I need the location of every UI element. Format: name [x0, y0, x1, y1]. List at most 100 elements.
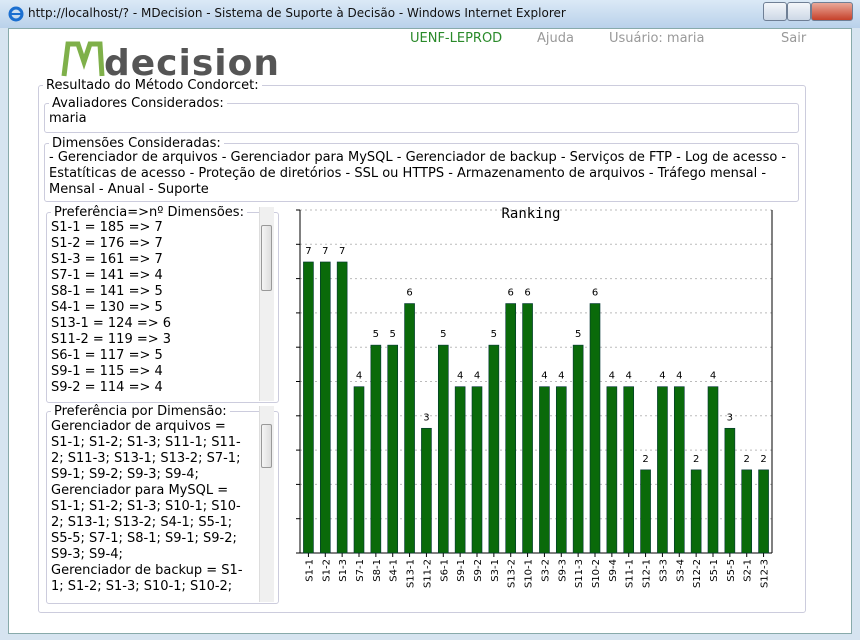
- bar: [353, 386, 365, 554]
- value-label: 2: [642, 454, 648, 465]
- value-label: 4: [676, 371, 682, 382]
- evaluators-fieldset: Avaliadores Considerados: maria: [44, 96, 799, 133]
- value-label: 4: [659, 371, 665, 382]
- value-label: 4: [457, 371, 463, 382]
- list-item: S1-1 = 185 => 7: [51, 220, 163, 235]
- list-item: S7-1 = 141 => 4: [51, 268, 163, 283]
- bar: [522, 303, 533, 554]
- x-tick-label: S3-4: [675, 559, 686, 582]
- x-tick-label: S9-3: [557, 559, 568, 582]
- evaluators-legend: Avaliadores Considerados:: [52, 96, 224, 111]
- list-item: S1-3 = 161 => 7: [51, 252, 163, 267]
- result-fieldset: Resultado do Método Condorcet:: [38, 78, 806, 613]
- value-label: 3: [423, 412, 429, 423]
- logo: decision: [61, 41, 280, 80]
- bar: [336, 261, 348, 554]
- list-item: S6-1 = 117 => 5: [51, 348, 163, 363]
- list-item: Gerenciador de arquivos = S1-1; S1-2; S1…: [51, 419, 241, 482]
- logo-text: decision: [104, 43, 280, 80]
- bar: [690, 469, 702, 554]
- list-item: S9-2 = 114 => 4: [51, 380, 163, 395]
- maximize-button[interactable]: [787, 2, 811, 21]
- value-label: 5: [373, 329, 379, 340]
- bar: [387, 344, 399, 554]
- bar: [572, 344, 584, 554]
- list-item: S8-1 = 141 => 5: [51, 284, 163, 299]
- value-label: 6: [524, 288, 530, 299]
- value-label: 4: [626, 371, 632, 382]
- value-label: 2: [760, 454, 766, 465]
- bar: [555, 386, 567, 554]
- preferences-list: S1-1 = 185 => 7 S1-2 = 176 => 7 S1-3 = 161…: [51, 220, 251, 396]
- list-item: Gerenciador para MySQL = S1-1; S1-2; S1-…: [51, 483, 241, 562]
- value-label: 4: [609, 371, 615, 382]
- value-label: 7: [305, 246, 311, 257]
- bar: [454, 386, 466, 554]
- bar: [421, 427, 432, 554]
- x-tick-label: S7-1: [355, 559, 366, 582]
- value-label: 5: [390, 329, 396, 340]
- bar: [437, 344, 449, 554]
- x-tick-label: S1-3: [338, 559, 349, 582]
- value-label: 5: [491, 329, 497, 340]
- chart-title: Ranking: [501, 207, 560, 222]
- x-tick-label: S6-1: [439, 559, 450, 582]
- bar: [303, 261, 314, 554]
- list-item: S9-1 = 115 => 4: [51, 364, 163, 379]
- bar: [319, 261, 331, 554]
- bar: [758, 469, 769, 554]
- chart: Ranking S1-1 7 S1-2 7 S1-3 7 S7-1 4 S8-1 5 S4-1 5 S1…: [285, 207, 781, 601]
- x-tick-label: S3-3: [658, 559, 669, 582]
- x-tick-label: S10-1: [524, 559, 535, 588]
- nav-link[interactable]: UENF-LEPROD: [410, 31, 503, 46]
- bar: [741, 469, 753, 554]
- value-label: 4: [541, 371, 547, 382]
- minimize-button[interactable]: [763, 2, 787, 21]
- evaluators-text: maria: [49, 111, 87, 126]
- x-tick-label: S1-2: [321, 559, 332, 582]
- title-bar: http://localhost/? - MDecision - Sistema…: [0, 0, 860, 28]
- value-label: 4: [474, 371, 480, 382]
- bar: [404, 303, 415, 554]
- close-button[interactable]: [811, 2, 853, 21]
- value-label: 2: [693, 454, 699, 465]
- nav-link[interactable]: Ajuda: [537, 31, 574, 46]
- nav-link[interactable]: Usuário: maria: [609, 31, 705, 46]
- by-dimension-fieldset: Preferência por Dimensão: Gerenciador de…: [46, 404, 279, 604]
- scroll-thumb[interactable]: [261, 424, 272, 468]
- bar: [539, 386, 550, 554]
- x-tick-label: S12-2: [692, 559, 703, 588]
- dimensions-text: - Gerenciador de arquivos - Gerenciador …: [49, 150, 787, 197]
- list-item: S4-1 = 130 => 5: [51, 300, 163, 315]
- preferences-fieldset: Preferência=>nº Dimensões: S1-1 = 185 =>…: [46, 205, 279, 403]
- x-tick-label: S3-1: [490, 559, 501, 582]
- x-tick-label: S11-1: [625, 559, 636, 588]
- x-tick-label: S3-2: [540, 559, 551, 582]
- x-tick-label: S1-1: [304, 559, 315, 582]
- value-label: 7: [339, 246, 345, 257]
- bar: [623, 386, 635, 554]
- scrollbar[interactable]: [259, 406, 274, 602]
- list-item: S1-2 = 176 => 7: [51, 236, 163, 251]
- x-tick-label: S5-1: [709, 559, 720, 582]
- x-tick-label: S9-4: [608, 559, 619, 582]
- by-dimension-legend: Preferência por Dimensão:: [54, 404, 227, 419]
- x-tick-label: S11-2: [422, 559, 433, 588]
- x-tick-label: S9-2: [473, 559, 484, 582]
- result-legend: Resultado do Método Condorcet:: [46, 78, 259, 93]
- ie-icon: [8, 6, 24, 22]
- x-tick-label: S12-3: [760, 559, 771, 588]
- value-label: 4: [558, 371, 564, 382]
- scroll-thumb[interactable]: [261, 225, 272, 291]
- scrollbar[interactable]: [259, 207, 274, 401]
- x-tick-label: S8-1: [372, 559, 383, 582]
- x-tick-label: S13-2: [507, 559, 518, 588]
- bar: [505, 303, 517, 554]
- x-tick-label: S4-1: [389, 559, 400, 582]
- nav-link[interactable]: Sair: [781, 31, 807, 46]
- list-item: S11-2 = 119 => 3: [51, 332, 172, 347]
- bar: [640, 469, 651, 554]
- dimensions-fieldset: Dimensões Consideradas: - Gerenciador de…: [44, 136, 799, 202]
- x-tick-label: S11-3: [574, 559, 585, 588]
